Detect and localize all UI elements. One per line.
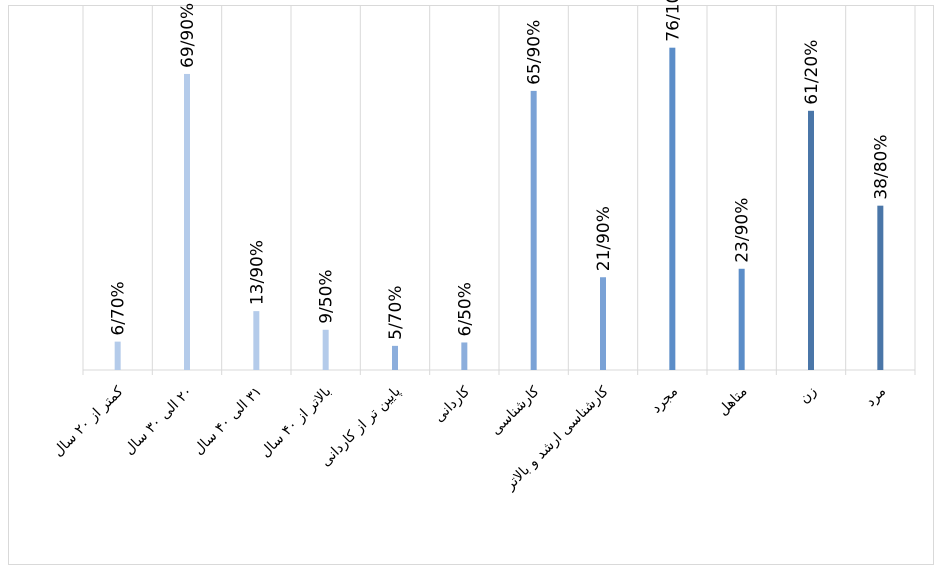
value-label: 65/90% <box>525 20 545 85</box>
bar <box>392 346 398 370</box>
bar <box>808 111 814 370</box>
bar <box>115 342 121 370</box>
value-label: 13/90% <box>247 240 267 305</box>
x-tick-label: متاهل <box>715 384 750 419</box>
value-label: 21/90% <box>594 206 614 271</box>
value-label: 38/80% <box>871 135 891 200</box>
x-tick-label: مرد <box>863 384 889 410</box>
bar <box>877 206 883 370</box>
x-tick-label: کارشناسی <box>488 383 543 438</box>
x-tick-label: کاردانی <box>431 383 473 425</box>
bar <box>531 91 537 370</box>
bar <box>323 330 329 370</box>
x-tick-label: زن <box>796 384 819 407</box>
value-label: 61/20% <box>802 40 822 105</box>
chart: کمتر از ۲۰ سال 6/70% ۲۰ الی ۳۰ سال 69/90% ۳۱… <box>0 0 935 566</box>
page: کمتر از ۲۰ سال 6/70% ۲۰ الی ۳۰ سال 69/90% ۳۱… <box>0 0 935 566</box>
x-tick-label: کمتر از ۲۰ سال <box>50 383 127 460</box>
x-tick-label: ۲۰ الی ۳۰ سال <box>121 384 196 459</box>
value-label: 23/90% <box>733 198 753 263</box>
bar <box>184 74 190 370</box>
value-label: 9/50% <box>317 269 337 323</box>
x-tick-label: ۳۱ الی ۴۰ سال <box>191 384 266 459</box>
bar <box>600 277 606 370</box>
value-label: 76/10% <box>663 0 683 42</box>
value-label: 6/50% <box>455 282 475 336</box>
bar <box>253 311 259 370</box>
value-label: 69/90% <box>178 3 198 68</box>
bar <box>739 269 745 370</box>
value-label: 6/70% <box>109 281 129 335</box>
value-label: 5/70% <box>386 286 406 340</box>
bar <box>461 342 467 370</box>
x-tick-label: بالاتر از ۴۰ سال <box>257 384 334 461</box>
bar <box>669 48 675 370</box>
x-tick-label: مجرد <box>648 384 681 417</box>
